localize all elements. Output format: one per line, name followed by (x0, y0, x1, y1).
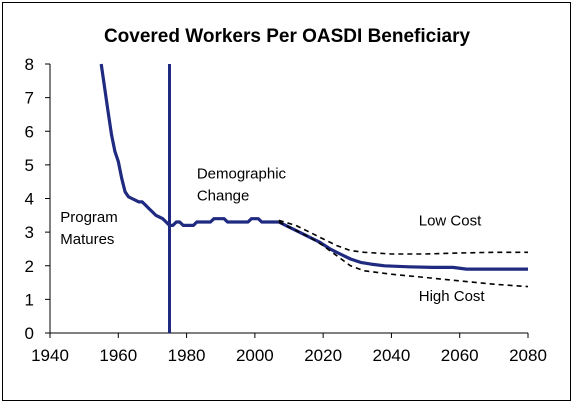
y-tick-label: 0 (25, 324, 34, 343)
low-cost-series-line (278, 219, 528, 255)
x-tick-label: 2040 (373, 346, 411, 365)
chart-title: Covered Workers Per OASDI Beneficiary (104, 26, 471, 47)
annotation-line: Matures (60, 231, 114, 248)
annotation-line: High Cost (419, 288, 486, 305)
annotation-label: High Cost (419, 288, 486, 305)
y-tick-label: 5 (25, 156, 34, 175)
annotation-line: Program (60, 209, 118, 226)
x-tick-label: 1960 (99, 346, 137, 365)
plot-area (99, 63, 529, 333)
y-tick-label: 7 (25, 89, 34, 108)
annotation-line: Demographic (197, 165, 287, 182)
x-tick-label: 2000 (236, 346, 274, 365)
y-tick-label: 2 (25, 257, 34, 276)
y-tick-label: 8 (25, 55, 34, 74)
high-cost-series-line (278, 221, 529, 288)
chart-frame (2, 2, 571, 401)
x-tick-label: 2020 (304, 346, 342, 365)
annotations: Program Matures Demographic Change Low Cost H… (60, 165, 485, 305)
annotation-line: Change (197, 187, 250, 204)
y-tick-label: 3 (25, 223, 34, 242)
x-tick-label: 2060 (441, 346, 479, 365)
annotation-label: Low Cost (419, 212, 482, 229)
x-tick-label: 1980 (168, 346, 206, 365)
y-tick-label: 1 (25, 290, 34, 309)
axes: 0 1 2 3 4 5 6 7 8 1940 1960 1980 2000 2020 2040 2060 208… (25, 55, 547, 365)
annotation-label: Demographic Change (197, 165, 287, 204)
annotation-label: Program Matures (60, 209, 118, 248)
y-tick-label: 6 (25, 122, 34, 141)
y-tick-label: 4 (25, 190, 34, 209)
intermediate-series-line (99, 63, 528, 271)
x-tick-label: 2080 (509, 346, 547, 365)
x-tick-label: 1940 (31, 346, 69, 365)
annotation-line: Low Cost (419, 212, 482, 229)
